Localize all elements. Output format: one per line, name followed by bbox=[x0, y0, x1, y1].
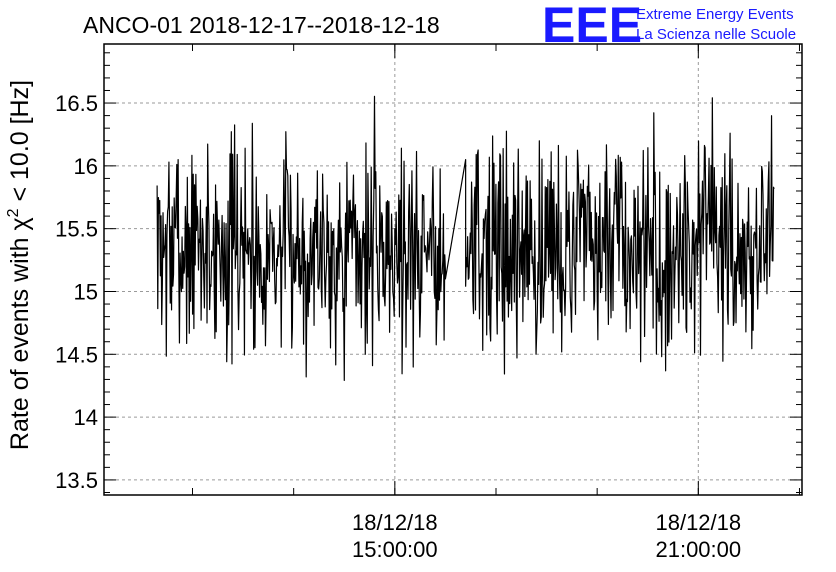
x-tick-label-date: 18/12/18 bbox=[655, 510, 741, 535]
eee-logo: EEE Extreme Energy Events La Scienza nel… bbox=[542, 0, 796, 53]
y-tick-label: 16.5 bbox=[55, 91, 98, 116]
ylabel-symbol: χ bbox=[6, 217, 34, 230]
y-tick-labels: 13.5 14 14.5 15 15.5 16 16.5 bbox=[55, 91, 98, 493]
x-tick-label-time: 21:00:00 bbox=[655, 537, 741, 562]
y-tick-label: 14 bbox=[74, 405, 98, 430]
axes bbox=[103, 43, 803, 496]
ylabel-prefix: Rate of events with bbox=[6, 231, 34, 451]
y-tick-label: 13.5 bbox=[55, 468, 98, 493]
logo-line1: Extreme Energy Events bbox=[636, 6, 794, 23]
y-tick-label: 14.5 bbox=[55, 342, 98, 367]
y-axis-label: Rate of events with χ2 < 10.0 [Hz] bbox=[5, 80, 34, 450]
logo-line2: La Scienza nelle Scuole bbox=[636, 26, 796, 43]
y-tick-label: 15 bbox=[74, 279, 98, 304]
series-line bbox=[156, 95, 775, 382]
plot-frame bbox=[103, 43, 803, 496]
logo-mark: EEE bbox=[542, 0, 642, 53]
chart-title: ANCO-01 2018-12-17--2018-12-18 bbox=[83, 12, 440, 38]
x-tick-label-time: 15:00:00 bbox=[352, 537, 438, 562]
y-tick-label: 15.5 bbox=[55, 217, 98, 242]
ylabel-sup: 2 bbox=[5, 208, 22, 217]
y-tick-label: 16 bbox=[74, 154, 98, 179]
x-tick-label-date: 18/12/18 bbox=[352, 510, 438, 535]
data-series bbox=[156, 95, 775, 382]
ylabel-suffix: < 10.0 [Hz] bbox=[6, 80, 34, 209]
